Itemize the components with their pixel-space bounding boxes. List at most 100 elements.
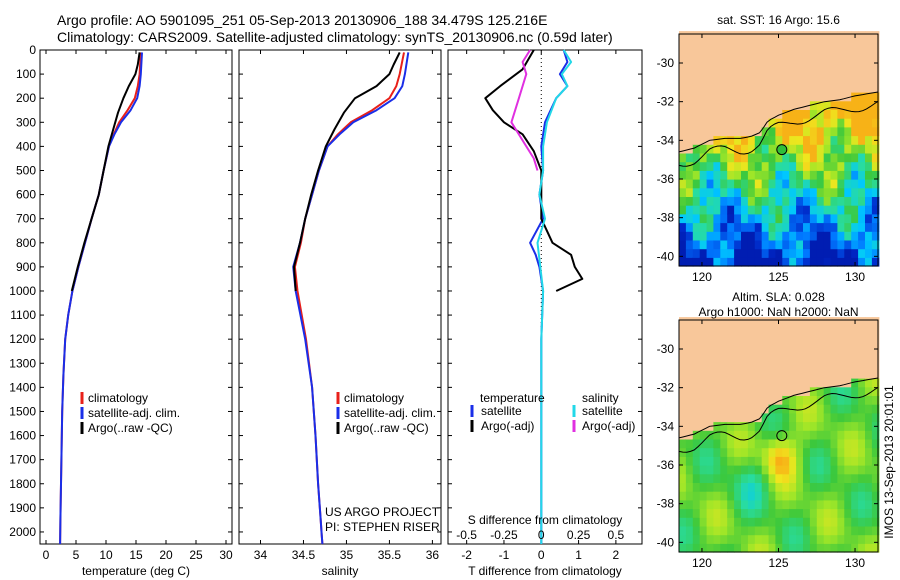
ocean-cell bbox=[803, 213, 811, 224]
land-cell bbox=[692, 65, 701, 76]
ocean-cell bbox=[761, 491, 770, 501]
ocean-cell bbox=[789, 491, 797, 501]
land-cell bbox=[692, 48, 701, 58]
legend-label: Argo(..raw -QC) bbox=[88, 421, 173, 435]
ocean-cell bbox=[837, 491, 845, 501]
land-cell bbox=[747, 100, 756, 110]
top-tick-label: 0 bbox=[538, 528, 545, 542]
ocean-cell bbox=[679, 525, 687, 536]
ocean-cell bbox=[803, 438, 811, 449]
land-cell bbox=[685, 83, 694, 93]
land-cell bbox=[782, 100, 790, 110]
ocean-cell bbox=[858, 386, 866, 396]
land-cell bbox=[865, 39, 873, 50]
ocean-cell bbox=[768, 404, 777, 414]
land-cell bbox=[747, 317, 756, 327]
land-cell bbox=[734, 126, 742, 137]
ocean-cell bbox=[803, 525, 811, 536]
ocean-cell bbox=[823, 534, 832, 544]
ocean-cell bbox=[865, 109, 873, 119]
land-cell bbox=[754, 65, 763, 76]
ocean-cell bbox=[775, 187, 783, 197]
ocean-cell bbox=[734, 430, 742, 440]
ocean-cell bbox=[823, 170, 832, 180]
land-cell bbox=[851, 325, 859, 336]
ocean-cell bbox=[761, 187, 770, 197]
ocean-cell bbox=[741, 257, 749, 267]
land-cell bbox=[727, 343, 735, 353]
land-cell bbox=[679, 395, 687, 405]
ocean-cell bbox=[789, 482, 797, 492]
legend-label: climatology bbox=[88, 391, 148, 405]
land-cell bbox=[809, 325, 818, 336]
ocean-cell bbox=[768, 179, 777, 189]
ocean-cell bbox=[775, 534, 783, 544]
ocean-cell bbox=[844, 257, 852, 267]
ocean-cell bbox=[685, 534, 694, 544]
ocean-cell bbox=[782, 135, 790, 145]
ocean-cell bbox=[803, 456, 811, 466]
ocean-cell bbox=[823, 126, 832, 137]
land-cell bbox=[865, 74, 873, 84]
x-tick-label: 125 bbox=[768, 556, 788, 570]
ocean-cell bbox=[727, 482, 735, 492]
ocean-cell bbox=[823, 118, 832, 128]
x-tick-label: 130 bbox=[845, 270, 865, 284]
land-cell bbox=[692, 39, 701, 50]
land-cell bbox=[754, 378, 763, 388]
land-cell bbox=[816, 369, 825, 379]
ocean-cell bbox=[706, 525, 715, 536]
land-cell bbox=[734, 92, 742, 102]
ocean-cell bbox=[844, 412, 852, 423]
ocean-cell bbox=[837, 126, 845, 137]
land-cell bbox=[720, 412, 728, 423]
ocean-cell bbox=[837, 386, 845, 396]
ocean-cell bbox=[692, 438, 701, 449]
land-cell bbox=[796, 325, 804, 336]
ocean-cell bbox=[741, 534, 749, 544]
ocean-cell bbox=[871, 257, 880, 267]
ocean-cell bbox=[803, 144, 811, 154]
ocean-cell bbox=[858, 395, 866, 405]
x-tick-label: 15 bbox=[129, 548, 143, 562]
land-cell bbox=[692, 31, 701, 41]
land-cell bbox=[754, 360, 763, 370]
ocean-cell bbox=[851, 109, 859, 119]
land-cell bbox=[720, 118, 728, 128]
ocean-cell bbox=[871, 118, 880, 128]
ocean-cell bbox=[761, 152, 770, 163]
ocean-cell bbox=[741, 196, 749, 206]
land-cell bbox=[775, 360, 783, 370]
ocean-cell bbox=[803, 395, 811, 405]
ocean-cell bbox=[844, 161, 852, 171]
ocean-cell bbox=[865, 144, 873, 154]
ocean-cell bbox=[796, 534, 804, 544]
ocean-cell bbox=[761, 508, 770, 518]
land-cell bbox=[692, 412, 701, 423]
legend-label: satellite bbox=[481, 404, 522, 418]
ocean-cell bbox=[865, 92, 873, 102]
ocean-cell bbox=[809, 534, 818, 544]
ocean-cell bbox=[830, 517, 838, 527]
ocean-cell bbox=[727, 517, 735, 527]
ocean-cell bbox=[871, 92, 880, 102]
ocean-cell bbox=[844, 438, 852, 449]
land-cell bbox=[679, 92, 687, 102]
ocean-cell bbox=[734, 213, 742, 224]
ocean-cell bbox=[754, 179, 763, 189]
ocean-cell bbox=[692, 161, 701, 171]
land-cell bbox=[809, 343, 818, 353]
ocean-cell bbox=[782, 196, 790, 206]
ocean-cell bbox=[844, 231, 852, 241]
ocean-cell bbox=[768, 161, 777, 171]
ocean-cell bbox=[741, 447, 749, 457]
land-cell bbox=[679, 144, 687, 154]
ocean-cell bbox=[692, 152, 701, 163]
ocean-cell bbox=[796, 421, 804, 431]
top-tick-label: 0.5 bbox=[608, 528, 625, 542]
ocean-cell bbox=[741, 144, 749, 154]
land-cell bbox=[844, 325, 852, 336]
land-cell bbox=[761, 83, 770, 93]
land-cell bbox=[775, 83, 783, 93]
